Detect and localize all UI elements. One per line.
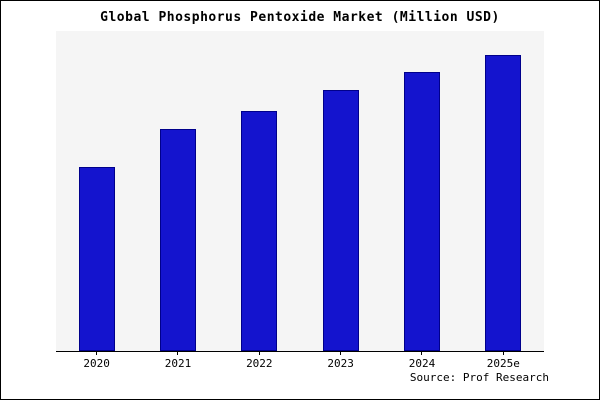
tick-mark — [96, 351, 98, 355]
chart-title: Global Phosphorus Pentoxide Market (Mill… — [100, 10, 500, 25]
tick-slot-2024: 2024 — [381, 351, 462, 370]
source-text: Source: Prof Research — [409, 371, 549, 384]
tick-label-2020: 2020 — [83, 357, 110, 370]
tick-slot-2023: 2023 — [300, 351, 381, 370]
bar-slot-2020 — [56, 31, 137, 351]
tick-mark — [258, 351, 260, 355]
bar-2022 — [241, 111, 278, 351]
bar-slot-2022 — [219, 31, 300, 351]
tick-slot-2020: 2020 — [56, 351, 137, 370]
bar-slot-2021 — [137, 31, 218, 351]
bar-2023 — [322, 90, 359, 351]
tick-label-2024: 2024 — [408, 357, 436, 370]
tick-label-2021: 2021 — [164, 357, 192, 370]
tick-label-2022: 2022 — [246, 357, 273, 370]
tick-label-2025e: 2025e — [486, 357, 520, 370]
tick-mark — [421, 351, 423, 355]
tick-mark — [340, 351, 342, 355]
tick-label-2023: 2023 — [327, 357, 354, 370]
bar-2025e — [485, 54, 522, 351]
bar-2024 — [403, 72, 440, 351]
bar-slot-2023 — [300, 31, 381, 351]
tick-slot-2025e: 2025e — [463, 351, 544, 370]
bar-slot-2024 — [381, 31, 462, 351]
bar-2020 — [78, 167, 115, 351]
tick-slot-2022: 2022 — [219, 351, 300, 370]
bar-2021 — [159, 128, 196, 351]
plot-area — [56, 31, 544, 352]
tick-mark — [502, 351, 504, 355]
bar-slot-2025e — [463, 31, 544, 351]
x-axis-labels: 2020 2021 2022 2023 2024 2025e — [56, 351, 544, 370]
tick-mark — [177, 351, 179, 355]
tick-slot-2021: 2021 — [137, 351, 218, 370]
